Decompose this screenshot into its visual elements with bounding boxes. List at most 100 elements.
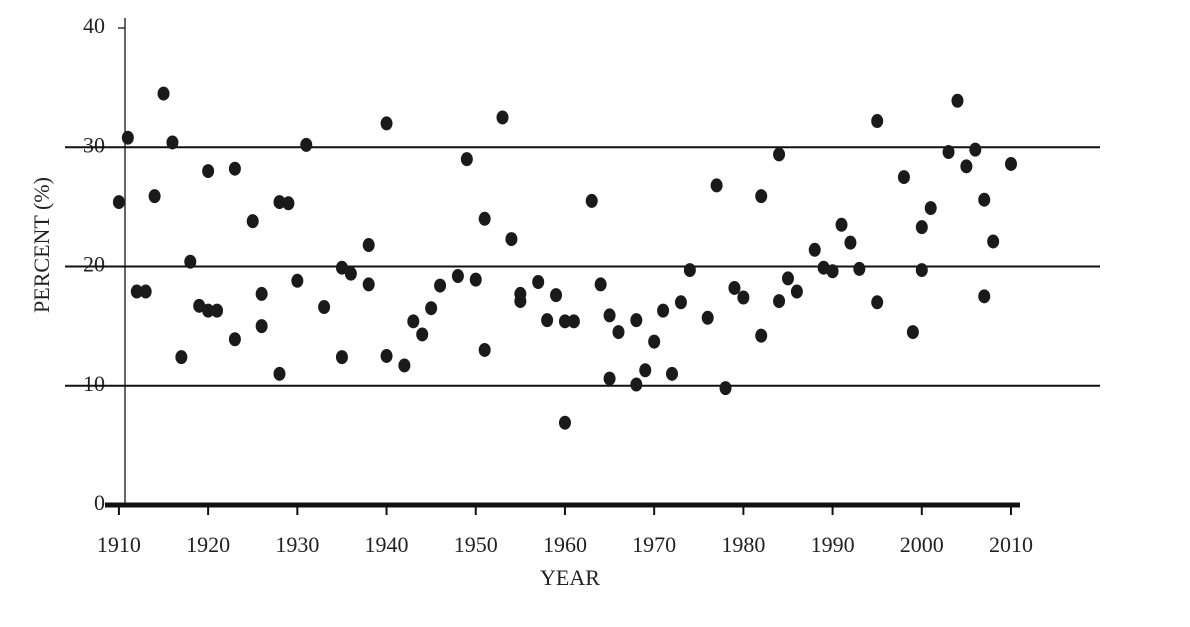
point	[915, 220, 928, 235]
point	[657, 303, 670, 318]
point	[558, 415, 571, 430]
y-tick-label: 40	[83, 13, 105, 38]
point	[737, 290, 750, 305]
point	[826, 264, 839, 279]
point	[728, 280, 741, 295]
point	[193, 298, 206, 313]
point	[273, 195, 286, 210]
x-tick-label: 1920	[186, 532, 230, 557]
point	[175, 350, 188, 365]
point	[380, 348, 393, 363]
point	[362, 277, 375, 292]
point	[987, 234, 1000, 249]
point	[202, 303, 215, 318]
point	[228, 332, 241, 347]
point	[871, 114, 884, 129]
point	[701, 310, 714, 325]
point	[550, 288, 563, 303]
point	[612, 325, 625, 340]
point	[835, 217, 848, 232]
point	[335, 350, 348, 365]
point	[906, 325, 919, 340]
point	[710, 178, 723, 193]
x-tick-label: 1950	[454, 532, 498, 557]
point	[228, 161, 241, 176]
point	[630, 313, 643, 328]
point	[755, 189, 768, 204]
point	[897, 170, 910, 185]
point	[505, 232, 518, 247]
point	[790, 284, 803, 299]
y-tick-label: 0	[94, 490, 105, 515]
y-tick-label: 20	[83, 252, 105, 277]
point	[915, 263, 928, 278]
point	[960, 159, 973, 174]
point	[942, 145, 955, 160]
point	[184, 254, 197, 269]
point	[451, 269, 464, 284]
x-tick-label: 1940	[365, 532, 409, 557]
point	[112, 195, 125, 210]
point	[558, 314, 571, 329]
point	[773, 294, 786, 309]
point	[674, 295, 687, 310]
point	[148, 189, 161, 204]
point	[781, 271, 794, 286]
y-tick-label: 30	[83, 132, 105, 157]
point	[202, 164, 215, 179]
point	[951, 93, 964, 108]
point	[344, 266, 357, 281]
point	[282, 196, 295, 211]
point	[425, 301, 438, 316]
point	[478, 211, 491, 226]
x-tick-label: 2010	[989, 532, 1033, 557]
point	[978, 289, 991, 304]
point	[978, 192, 991, 207]
point	[514, 294, 527, 309]
point	[291, 273, 304, 288]
x-tick-label: 1930	[275, 532, 319, 557]
x-tick-label: 1980	[721, 532, 765, 557]
point	[853, 261, 866, 276]
point	[255, 319, 268, 334]
x-axis-label: YEAR	[540, 565, 600, 590]
point	[300, 137, 313, 152]
point	[755, 328, 768, 343]
point	[246, 214, 259, 229]
point	[603, 371, 616, 386]
point	[130, 284, 143, 299]
y-tick-label: 10	[83, 371, 105, 396]
point	[211, 303, 224, 318]
point	[639, 363, 652, 378]
point	[166, 135, 179, 150]
point	[434, 278, 447, 293]
point	[773, 147, 786, 162]
x-tick-label: 1990	[811, 532, 855, 557]
point	[121, 130, 134, 145]
point	[255, 286, 268, 301]
point	[844, 235, 857, 250]
point	[157, 86, 170, 101]
point	[398, 358, 411, 373]
point	[335, 260, 348, 275]
point	[719, 381, 732, 396]
point	[630, 377, 643, 392]
point	[666, 366, 679, 381]
point	[585, 193, 598, 208]
point	[469, 272, 482, 287]
point	[808, 242, 821, 257]
point	[603, 308, 616, 323]
x-tick-label: 2000	[900, 532, 944, 557]
point	[567, 314, 580, 329]
point	[362, 238, 375, 253]
point	[648, 334, 661, 349]
x-tick-label: 1910	[97, 532, 141, 557]
point	[541, 313, 554, 328]
y-axis-label: PERCENT (%)	[29, 177, 54, 313]
point	[460, 152, 473, 167]
point	[969, 142, 982, 157]
point	[1005, 156, 1017, 171]
x-tick-label: 1970	[632, 532, 676, 557]
point	[496, 110, 509, 125]
point	[407, 314, 420, 329]
